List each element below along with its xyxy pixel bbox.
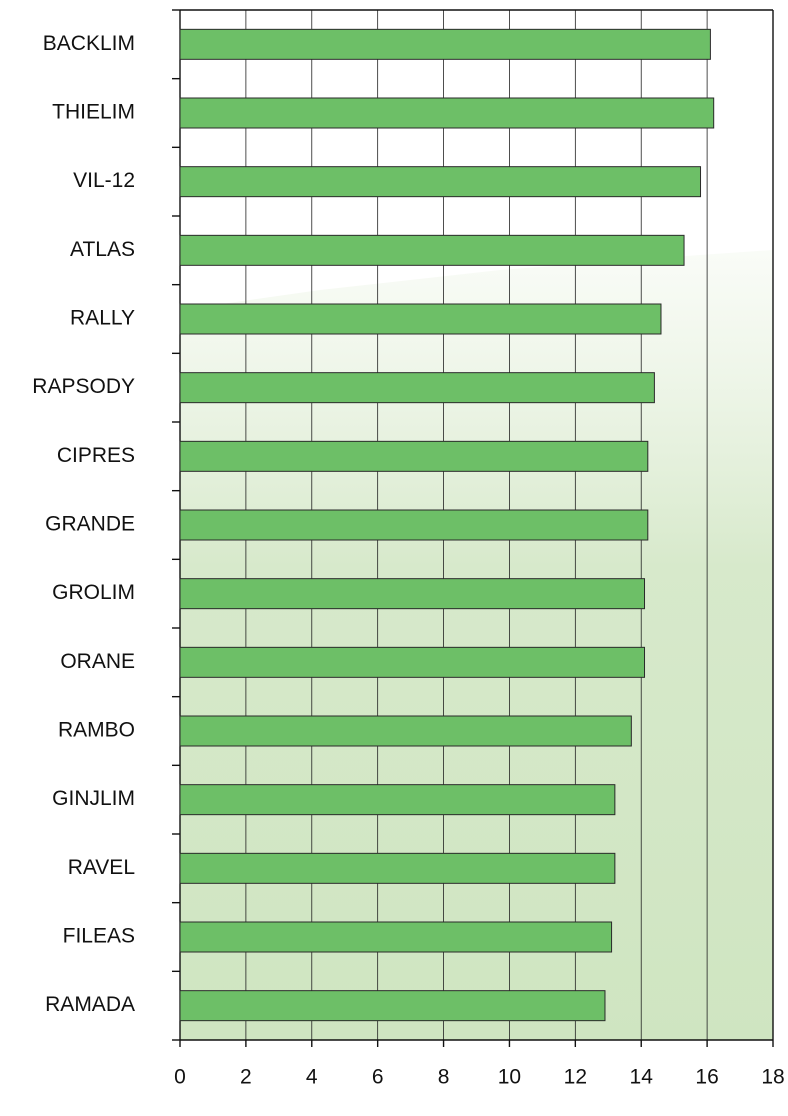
bar bbox=[180, 304, 661, 334]
y-tick-label: RAMBO bbox=[58, 719, 135, 742]
bar bbox=[180, 785, 615, 815]
x-tick-label: 16 bbox=[695, 1066, 718, 1089]
bar bbox=[180, 441, 648, 471]
y-tick-label: RAVEL bbox=[68, 856, 135, 879]
bar bbox=[180, 922, 612, 952]
bar bbox=[180, 167, 701, 197]
chart: 0 2 4 6 8 10 12 14 16 18 BACKLIM THIELIM VIL-12 ATLAS… bbox=[0, 0, 788, 1116]
y-tick-label: GINJLIM bbox=[52, 787, 135, 810]
x-tick-label: 18 bbox=[761, 1066, 784, 1089]
y-tick-label: VIL-12 bbox=[73, 169, 135, 192]
y-tick-label: ATLAS bbox=[70, 238, 135, 261]
y-tick-label: THIELIM bbox=[52, 101, 135, 124]
x-tick-label: 0 bbox=[174, 1066, 186, 1089]
bar bbox=[180, 235, 684, 265]
y-tick-label: FILEAS bbox=[63, 925, 135, 948]
x-tick-label: 6 bbox=[372, 1066, 384, 1089]
x-tick-label: 2 bbox=[240, 1066, 252, 1089]
bar bbox=[180, 373, 654, 403]
y-tick-label: GRANDE bbox=[45, 513, 135, 536]
x-tick-label: 12 bbox=[564, 1066, 587, 1089]
y-tick-label: RALLY bbox=[70, 307, 135, 330]
y-tick-label: RAMADA bbox=[45, 993, 135, 1016]
x-tick-label: 8 bbox=[438, 1066, 450, 1089]
y-tick-label: RAPSODY bbox=[32, 375, 135, 398]
x-tick-label: 4 bbox=[306, 1066, 318, 1089]
bar bbox=[180, 647, 645, 677]
y-tick-label: GROLIM bbox=[52, 581, 135, 604]
bar bbox=[180, 853, 615, 883]
bar bbox=[180, 29, 710, 59]
x-tick-label: 10 bbox=[498, 1066, 521, 1089]
y-tick-label: ORANE bbox=[60, 650, 135, 673]
y-tick-label: CIPRES bbox=[57, 444, 135, 467]
bar bbox=[180, 991, 605, 1021]
bar bbox=[180, 98, 714, 128]
y-tick-label: BACKLIM bbox=[43, 32, 135, 55]
x-tick-label: 14 bbox=[630, 1066, 654, 1089]
bar bbox=[180, 579, 645, 609]
bar bbox=[180, 510, 648, 540]
bar bbox=[180, 716, 631, 746]
